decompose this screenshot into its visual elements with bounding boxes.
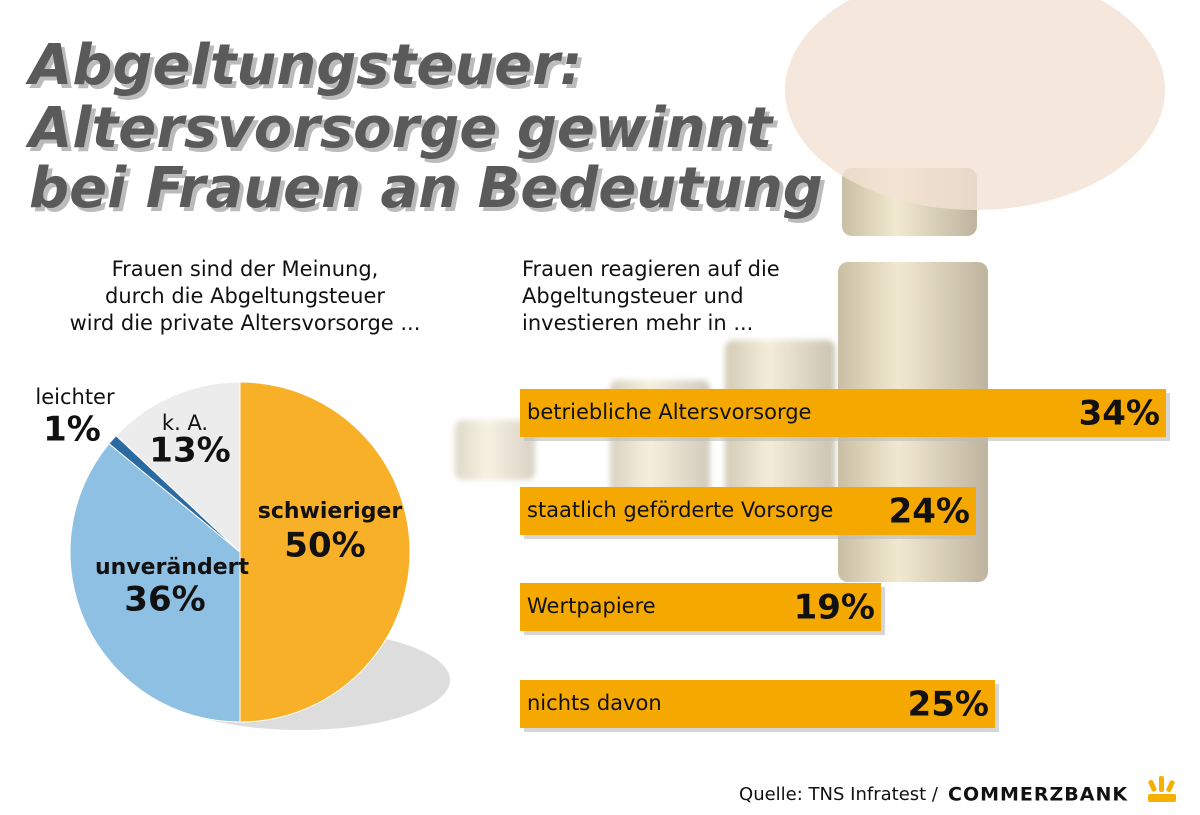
bar-value-label: 25% <box>908 685 989 725</box>
source: Quelle: TNS Infratest / <box>739 784 939 805</box>
bar <box>520 487 976 535</box>
bar-value-label: 19% <box>794 588 875 628</box>
slice-label: schwieriger <box>258 499 403 524</box>
brand-logo <box>1148 776 1176 802</box>
pie-slice <box>115 381 241 554</box>
pie-subtitle: wird die private Altersvorsorge ... <box>70 311 421 335</box>
bar <box>520 583 881 631</box>
title-shadow: Altersvorsorge gewinnt <box>29 100 779 165</box>
bar-chart: Frauen reagieren auf die Abgeltungsteuer … <box>520 257 1170 732</box>
pie-chart: Frauen sind der Meinung, durch die Abgelt… <box>35 257 450 730</box>
bar-category: staatlich geförderte Vorsorge <box>527 498 833 522</box>
bar-subtitle: Frauen reagieren auf die <box>522 257 780 281</box>
bar-category: nichts davon <box>527 691 662 715</box>
slice-value-label: 50% <box>284 526 365 566</box>
pie-slice <box>239 381 411 723</box>
slice-value-label: 1% <box>43 410 101 450</box>
brand: COMMERZBANK <box>948 784 1128 806</box>
slice-label: leichter <box>35 385 115 409</box>
bar-category: betriebliche Altersvorsorge <box>527 400 811 424</box>
bar-value-label: 24% <box>889 492 970 532</box>
footer: Quelle: TNS Infratest / COMMERZBANK <box>739 776 1176 806</box>
bar <box>520 680 995 728</box>
pie-subtitle: durch die Abgeltungsteuer <box>105 284 385 308</box>
pie-slice <box>69 442 241 723</box>
bar-subtitle: investieren mehr in ... <box>522 311 753 335</box>
slice-label: k. A. <box>162 411 208 435</box>
title: Abgeltungsteuer: Altersvorsorge gewinnt … <box>25 33 827 225</box>
title-line: Altersvorsorge gewinnt <box>25 96 775 161</box>
title-shadow: Abgeltungsteuer: <box>29 37 586 102</box>
title-line: Abgeltungsteuer: <box>25 33 582 98</box>
bar-value-label: 34% <box>1079 394 1160 434</box>
slice-value-label: 36% <box>124 580 205 620</box>
bar-subtitle: Abgeltungsteuer und <box>522 284 744 308</box>
pie-subtitle: Frauen sind der Meinung, <box>112 257 379 281</box>
title-line: bei Frauen an Bedeutung <box>29 156 823 221</box>
slice-value-label: 13% <box>149 431 230 471</box>
bar <box>520 389 1166 437</box>
title-shadow: bei Frauen an Bedeutung <box>33 160 827 225</box>
bar-category: Wertpapiere <box>527 594 656 618</box>
slice-label: unverändert <box>95 555 249 580</box>
